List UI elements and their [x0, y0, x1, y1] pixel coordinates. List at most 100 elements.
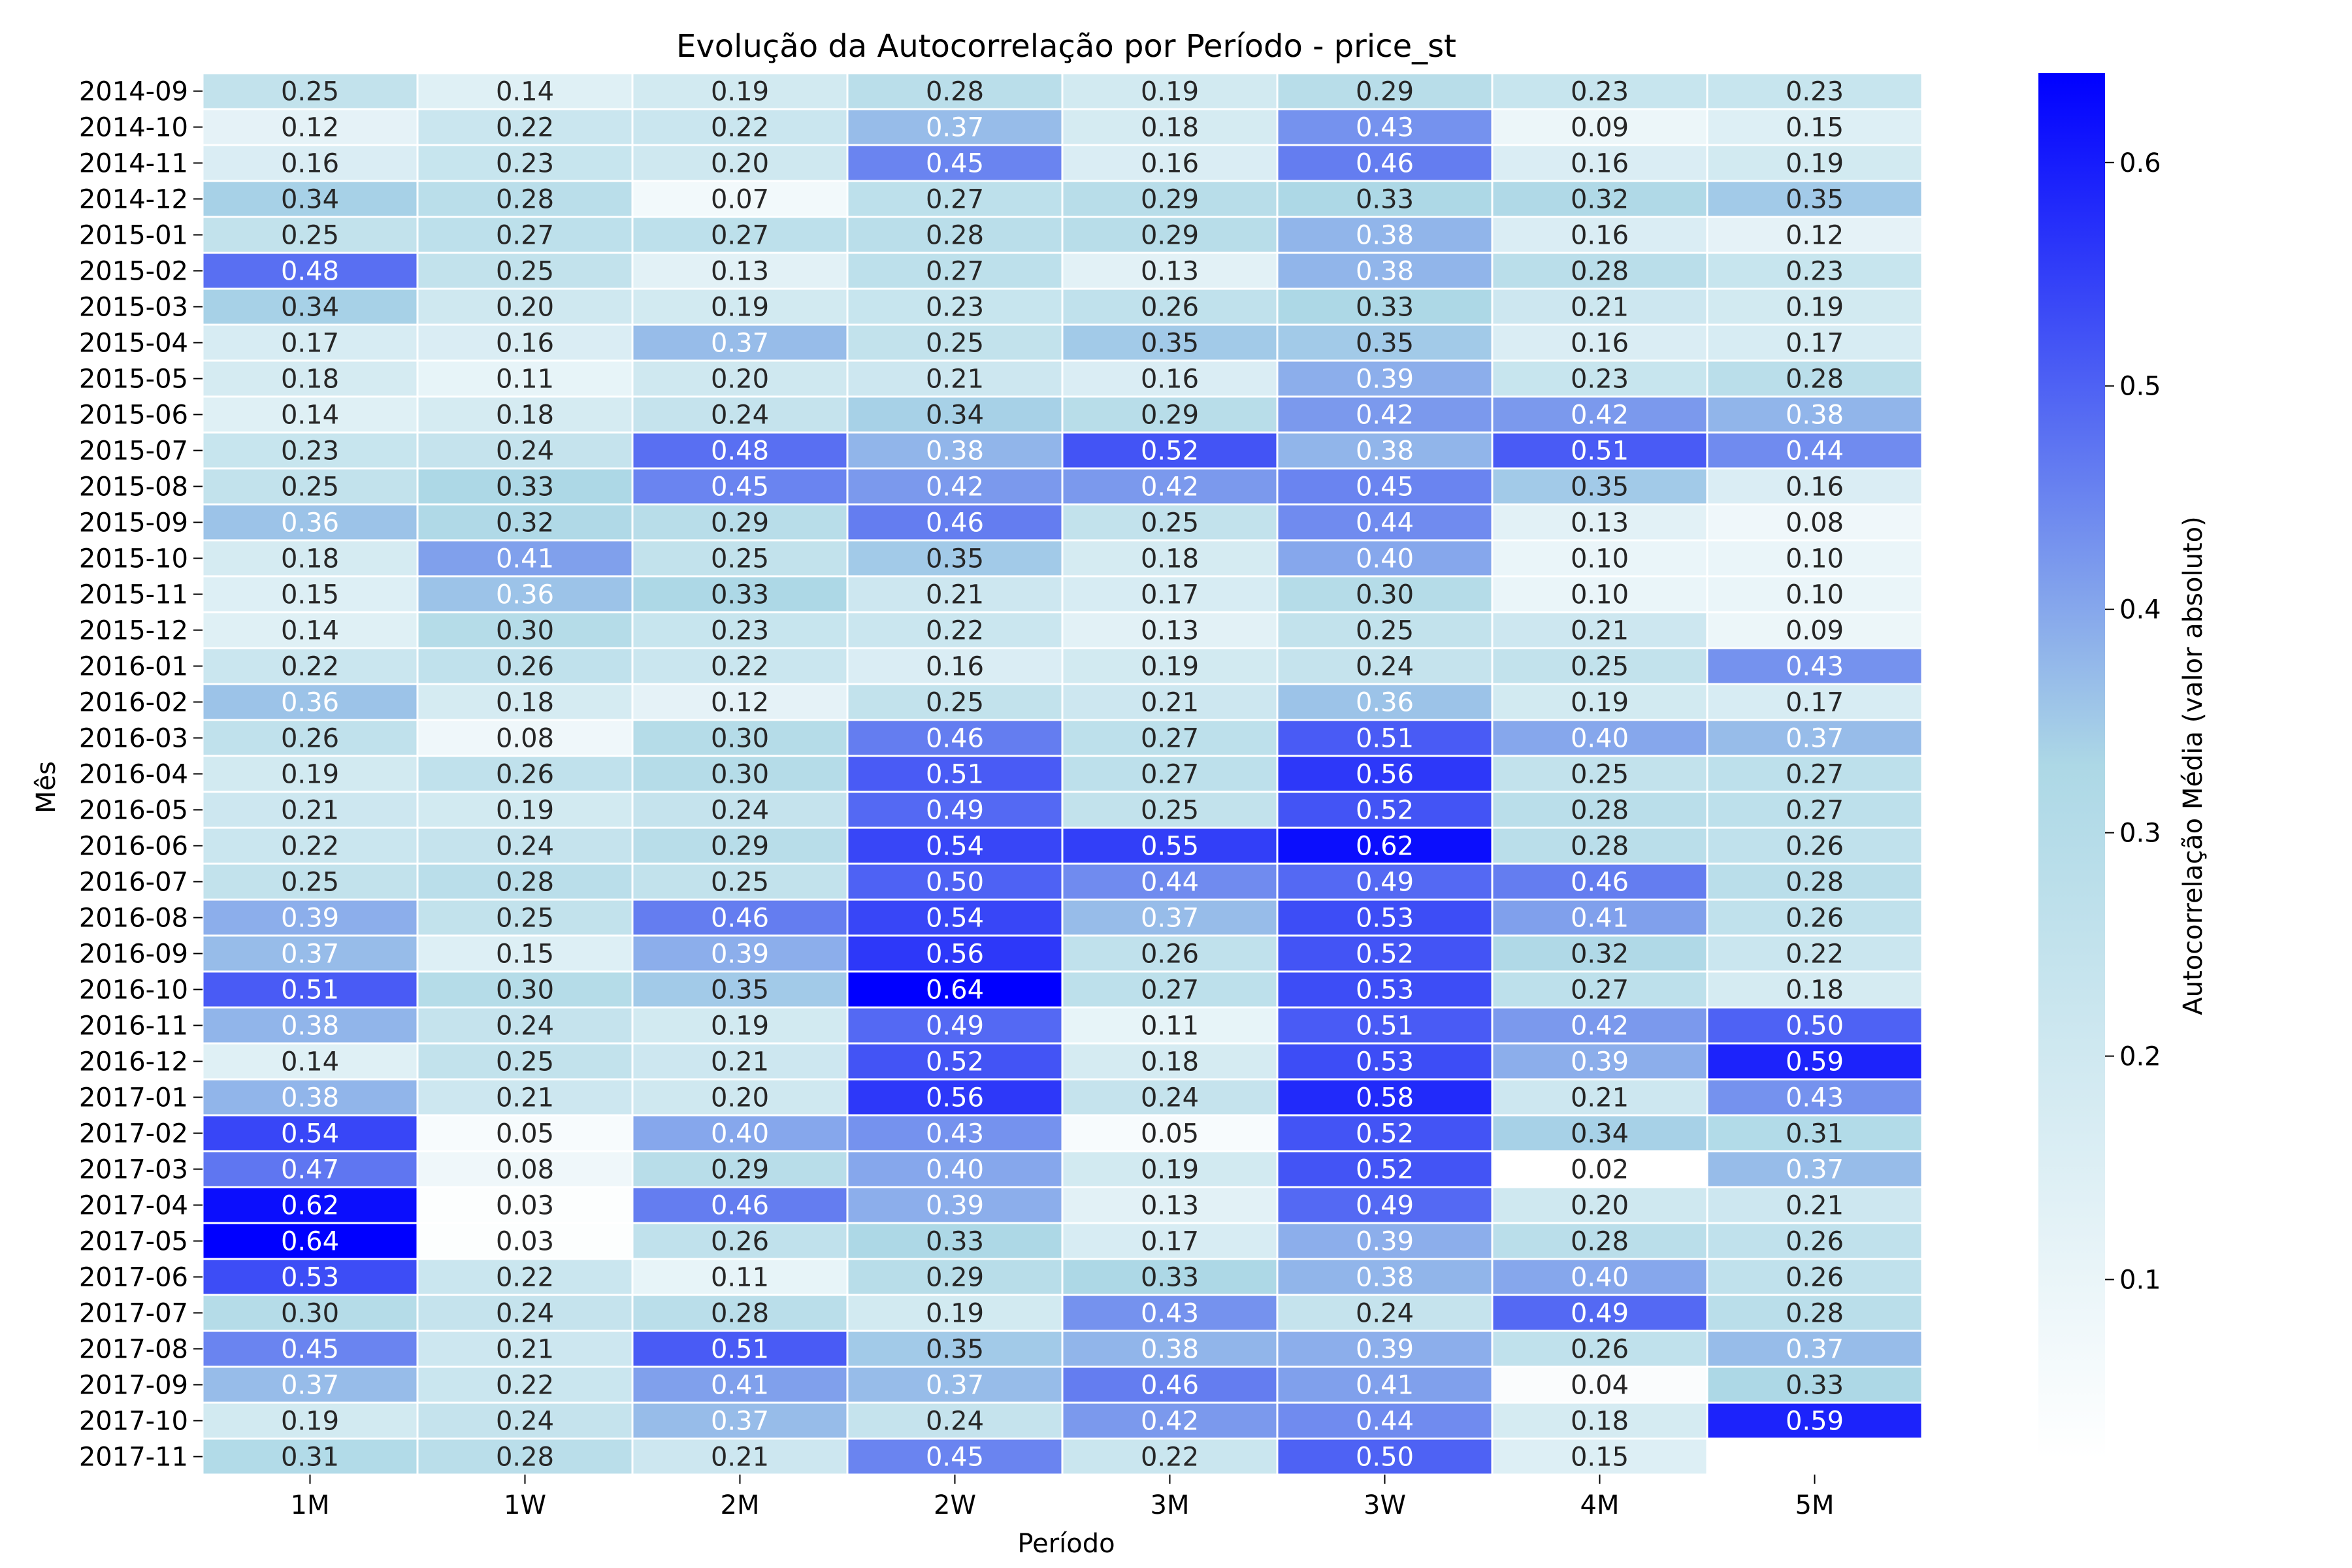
cell-value-label: 0.21 — [1141, 688, 1199, 718]
cell-value-label: 0.19 — [281, 1407, 339, 1437]
heatmap-cell — [1276, 1294, 1494, 1332]
cell-value-label: 0.16 — [1571, 221, 1629, 251]
cell-value-label: 0.10 — [1571, 580, 1629, 610]
cell-value-label: 0.52 — [1356, 1119, 1414, 1149]
heatmap-cell — [846, 1401, 1064, 1440]
cell-value-label: 0.54 — [926, 832, 984, 862]
cell-value-label: 0.53 — [1356, 975, 1414, 1005]
heatmap-cell — [416, 431, 634, 470]
cell-value-label: 0.44 — [1356, 1407, 1414, 1437]
heatmap-cell — [1276, 108, 1494, 146]
heatmap-cell — [1276, 970, 1494, 1009]
y-tick-label: 2015-07 — [79, 436, 188, 466]
cell-value-label: 0.23 — [1571, 77, 1629, 107]
cell-value-label: 0.22 — [1786, 939, 1844, 970]
cell-value-label: 0.29 — [711, 1155, 769, 1185]
cell-value-label: 0.37 — [1141, 904, 1199, 934]
cell-value-label: 0.19 — [1786, 149, 1844, 179]
cell-value-label: 0.27 — [1571, 975, 1629, 1005]
cell-value-label: 0.25 — [281, 472, 339, 502]
heatmap-cell — [416, 72, 634, 110]
heatmap-cell — [1061, 1222, 1279, 1260]
cell-value-label: 0.46 — [711, 1191, 769, 1221]
heatmap-cell — [631, 611, 849, 649]
heatmap-cell-labels: 0.25 0.14 0.19 0.28 0.19 0.29 0.23 0.23 0.12 0.22… — [281, 77, 1844, 1473]
cell-value-label: 0.27 — [1786, 760, 1844, 790]
heatmap-cell — [631, 683, 849, 721]
cell-value-label: 0.22 — [496, 113, 554, 143]
heatmap-cell — [1706, 1258, 1923, 1296]
cell-value-label: 0.27 — [1786, 796, 1844, 826]
cell-value-label: 0.39 — [1356, 365, 1414, 395]
heatmap-cell — [1276, 683, 1494, 721]
cell-value-label: 0.56 — [926, 939, 984, 970]
cell-value-label: 0.42 — [1141, 1407, 1199, 1437]
cell-value-label: 0.24 — [496, 1011, 554, 1041]
heatmap-cell — [1491, 1150, 1708, 1188]
cell-value-label: 0.23 — [926, 293, 984, 323]
y-tick-label: 2016-12 — [79, 1047, 188, 1077]
heatmap-cell — [416, 252, 634, 290]
cell-value-label: 0.30 — [711, 724, 769, 754]
cell-value-label: 0.64 — [926, 975, 984, 1005]
heatmap-cell — [631, 719, 849, 757]
cell-value-label: 0.29 — [926, 1263, 984, 1293]
cell-value-label: 0.62 — [281, 1191, 339, 1221]
cell-value-label: 0.16 — [496, 329, 554, 359]
cell-value-label: 0.22 — [281, 652, 339, 682]
cell-value-label: 0.15 — [281, 580, 339, 610]
cell-value-label: 0.48 — [281, 257, 339, 287]
cell-value-label: 0.21 — [496, 1083, 554, 1113]
heatmap-cell — [631, 898, 849, 937]
heatmap-cell — [1706, 575, 1923, 613]
heatmap-cell — [1061, 359, 1279, 398]
cell-value-label: 0.49 — [1356, 1191, 1414, 1221]
heatmap-cell — [1276, 719, 1494, 757]
heatmap-cell — [1706, 1006, 1923, 1045]
cell-value-label: 0.42 — [926, 472, 984, 502]
heatmap-cell — [201, 1042, 419, 1081]
cell-value-label: 0.59 — [1786, 1047, 1844, 1077]
cell-value-label: 0.38 — [281, 1083, 339, 1113]
cell-value-label: 0.51 — [1571, 436, 1629, 466]
cell-value-label: 0.18 — [1786, 975, 1844, 1005]
heatmap-cell — [1706, 1401, 1923, 1440]
cell-value-label: 0.27 — [1141, 760, 1199, 790]
cell-value-label: 0.23 — [1786, 257, 1844, 287]
heatmap-cell — [416, 503, 634, 542]
cell-value-label: 0.43 — [1356, 113, 1414, 143]
heatmap-cell — [1276, 611, 1494, 649]
heatmap-cell — [631, 287, 849, 326]
cell-value-label: 0.25 — [281, 221, 339, 251]
heatmap-cell — [1276, 1150, 1494, 1188]
cell-value-label: 0.12 — [281, 113, 339, 143]
cell-value-label: 0.28 — [1571, 1227, 1629, 1257]
heatmap-cell — [416, 1401, 634, 1440]
y-tick-label: 2016-06 — [79, 832, 188, 862]
cell-value-label: 0.41 — [1571, 904, 1629, 934]
cell-value-label: 0.03 — [496, 1227, 554, 1257]
x-tick-label: 3W — [1364, 1490, 1406, 1520]
cell-value-label: 0.05 — [496, 1119, 554, 1149]
heatmap-cell — [416, 970, 634, 1009]
cell-value-label: 0.43 — [926, 1119, 984, 1149]
cell-value-label: 0.16 — [1571, 149, 1629, 179]
heatmap-cell — [416, 862, 634, 901]
cell-value-label: 0.33 — [1786, 1371, 1844, 1401]
heatmap-cell — [1706, 287, 1923, 326]
cell-value-label: 0.30 — [281, 1299, 339, 1329]
cell-value-label: 0.46 — [1356, 149, 1414, 179]
cell-value-label: 0.27 — [926, 185, 984, 215]
heatmap-cell — [201, 1186, 419, 1224]
heatmap-cell — [1706, 359, 1923, 398]
heatmap-cell — [846, 359, 1064, 398]
heatmap-cell — [1706, 1222, 1923, 1260]
y-tick-label: 2015-01 — [79, 221, 188, 251]
cell-value-label: 0.45 — [711, 472, 769, 502]
cell-value-label: 0.17 — [1141, 580, 1199, 610]
cell-value-label: 0.37 — [926, 1371, 984, 1401]
heatmap-cell — [1276, 647, 1494, 685]
cell-value-label: 0.25 — [1141, 796, 1199, 826]
cell-value-label: 0.28 — [496, 1443, 554, 1473]
heatmap-cell — [1061, 252, 1279, 290]
